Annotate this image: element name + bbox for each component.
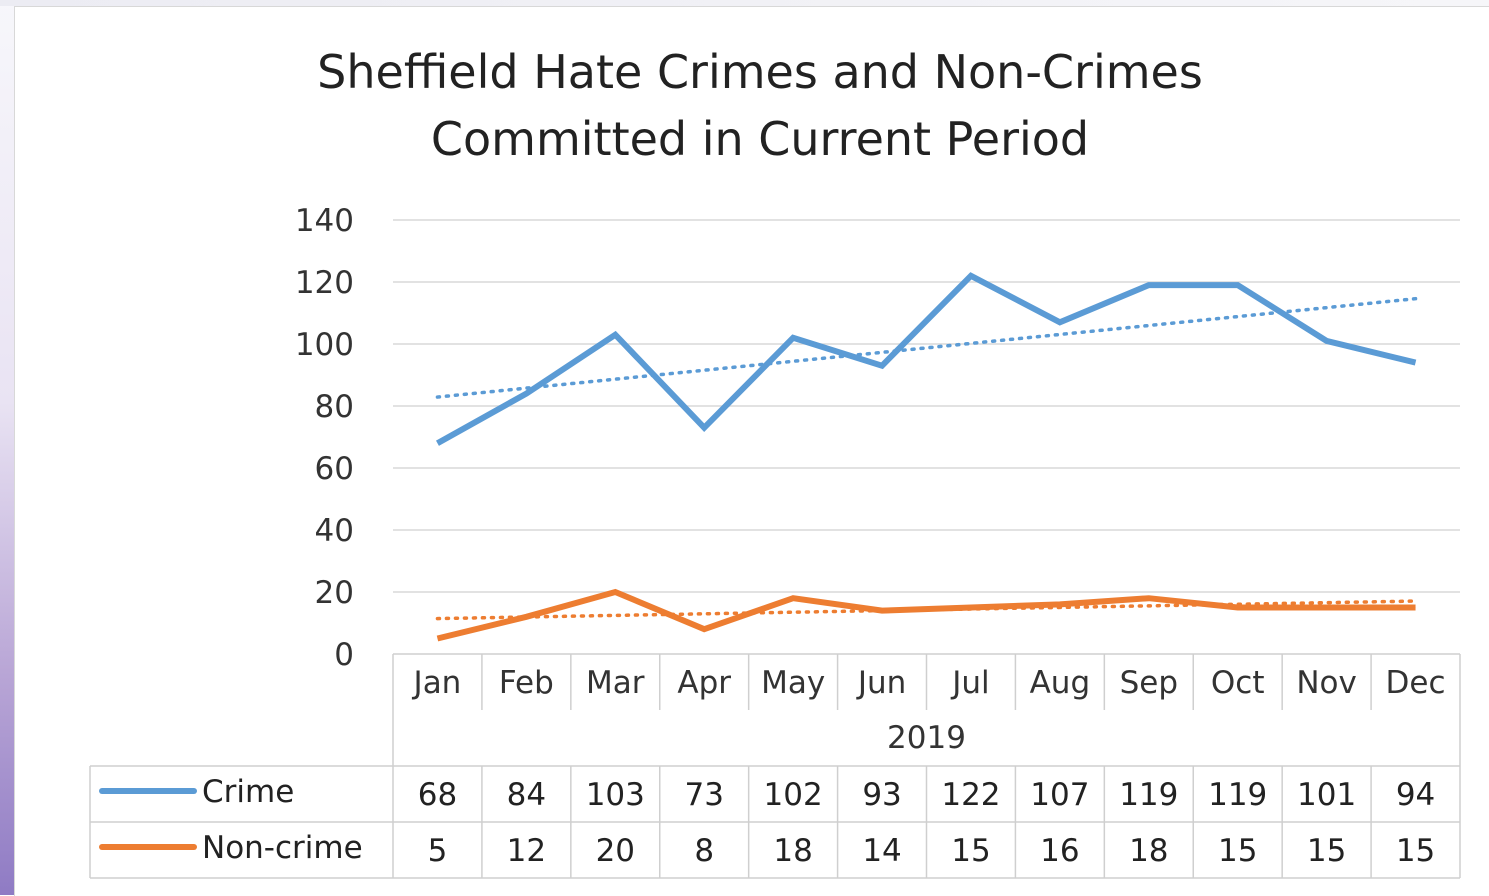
- data-label: 93: [862, 777, 901, 813]
- x-tick-label: May: [761, 665, 825, 701]
- x-tick-label: Mar: [586, 665, 645, 701]
- data-label: 15: [1307, 833, 1346, 869]
- legend-label: Crime: [202, 774, 294, 810]
- data-label: 18: [1129, 833, 1168, 869]
- y-tick-label: 100: [295, 327, 354, 363]
- x-tick-label: Jun: [856, 665, 906, 701]
- y-tick-label: 80: [315, 389, 354, 425]
- x-tick-label: Aug: [1030, 665, 1091, 701]
- data-label: 84: [507, 777, 546, 813]
- data-label: 12: [507, 833, 546, 869]
- x-tick-label: Apr: [677, 665, 731, 701]
- x-tick-label: Jan: [412, 665, 462, 701]
- data-label: 5: [428, 833, 448, 869]
- data-label: 103: [586, 777, 645, 813]
- data-label: 102: [764, 777, 823, 813]
- chart-title-line-1: Sheffield Hate Crimes and Non-Crimes: [317, 45, 1203, 99]
- data-label: 119: [1119, 777, 1178, 813]
- y-tick-label: 40: [315, 513, 354, 549]
- data-label: 101: [1297, 777, 1356, 813]
- x-tick-label: Nov: [1296, 665, 1357, 701]
- x-tick-label: Dec: [1386, 665, 1446, 701]
- data-label: 20: [596, 833, 635, 869]
- x-tick-label: Jul: [950, 665, 989, 701]
- data-label: 18: [773, 833, 812, 869]
- x-tick-label: Sep: [1120, 665, 1178, 701]
- y-tick-label: 0: [334, 637, 354, 673]
- x-group-label: 2019: [887, 720, 966, 756]
- x-tick-label: Feb: [499, 665, 554, 701]
- data-label: 68: [418, 777, 457, 813]
- trendline: [437, 299, 1415, 397]
- data-label: 8: [694, 833, 714, 869]
- chart-title-line-2: Committed in Current Period: [431, 112, 1089, 166]
- x-tick-label: Oct: [1211, 665, 1265, 701]
- data-label: 107: [1030, 777, 1089, 813]
- y-tick-label: 20: [315, 575, 354, 611]
- data-label: 15: [951, 833, 990, 869]
- y-tick-label: 60: [315, 451, 354, 487]
- data-label: 122: [941, 777, 1000, 813]
- series-line: [437, 276, 1415, 443]
- data-label: 119: [1208, 777, 1267, 813]
- legend-label: Non-crime: [202, 830, 363, 866]
- data-label: 16: [1040, 833, 1079, 869]
- y-tick-label: 140: [295, 203, 354, 239]
- data-label: 15: [1218, 833, 1257, 869]
- data-label: 14: [862, 833, 901, 869]
- y-tick-label: 120: [295, 265, 354, 301]
- data-label: 15: [1396, 833, 1435, 869]
- data-label: 73: [684, 777, 723, 813]
- data-label: 94: [1396, 777, 1435, 813]
